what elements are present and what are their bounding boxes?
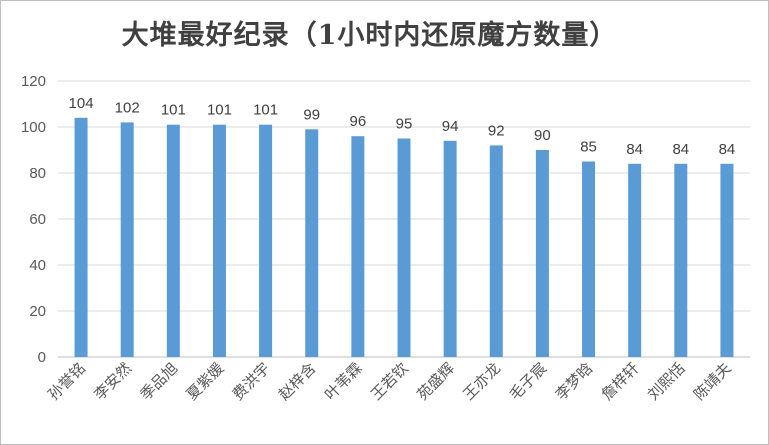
- data-label: 85: [580, 139, 597, 156]
- x-tick-label: 李安然: [90, 359, 135, 404]
- x-tick-label: 李梦晗: [552, 359, 597, 404]
- data-label: 104: [69, 95, 94, 112]
- y-tick-label: 40: [29, 257, 46, 274]
- bar: [674, 163, 688, 357]
- x-tick-label: 王若钦: [367, 359, 412, 404]
- x-tick-label: 夏紫媛: [183, 359, 228, 404]
- bar: [582, 161, 596, 357]
- bar: [120, 122, 134, 358]
- x-tick-label: 毛子宸: [506, 359, 551, 404]
- x-tick-label: 孙誉铭: [44, 359, 89, 404]
- data-label: 101: [207, 102, 232, 119]
- bar: [305, 129, 319, 357]
- bar: [628, 163, 642, 357]
- x-tick-label: 苑盛辉: [413, 359, 458, 404]
- data-label: 101: [161, 102, 186, 119]
- bar: [259, 124, 273, 357]
- y-tick-label: 120: [21, 73, 46, 90]
- data-label: 90: [534, 127, 551, 144]
- bar: [74, 117, 88, 357]
- data-label: 84: [719, 141, 736, 158]
- x-tick-label: 王亦龙: [460, 359, 505, 404]
- y-tick-label: 60: [29, 211, 46, 228]
- y-tick-label: 20: [29, 303, 46, 320]
- bar: [489, 145, 503, 357]
- y-tick-label: 100: [21, 119, 46, 136]
- bars: [74, 117, 734, 358]
- data-label: 101: [253, 102, 278, 119]
- x-tick-label: 刘熙恬: [644, 359, 689, 404]
- bar: [720, 163, 734, 357]
- bar: [535, 150, 549, 357]
- bar: [166, 124, 180, 357]
- x-tick-label: 季品旭: [137, 359, 182, 404]
- x-tick-label: 赵梓含: [275, 359, 320, 404]
- data-label: 102: [115, 99, 140, 116]
- x-tick-label: 叶苇霖: [321, 359, 366, 404]
- x-tick-label: 陈靖夫: [690, 359, 735, 404]
- bar: [212, 124, 226, 357]
- chart-title: 大堆最好纪录（1小时内还原魔方数量）: [121, 20, 618, 51]
- bar: [443, 140, 457, 357]
- bar: [351, 136, 365, 357]
- data-label: 92: [488, 122, 505, 139]
- data-label: 94: [442, 118, 459, 135]
- data-label: 84: [626, 141, 643, 158]
- data-label: 84: [672, 141, 689, 158]
- data-label: 96: [350, 113, 367, 130]
- y-tick-label: 80: [29, 165, 46, 182]
- data-label: 99: [303, 106, 320, 123]
- x-tick-label: 詹梓轩: [598, 359, 643, 404]
- y-tick-label: 0: [38, 349, 46, 366]
- data-labels: 104 102 101 101 101 99 96 95 94 92 90 85 84 84 84: [69, 95, 736, 158]
- bar: [397, 138, 411, 357]
- x-tick-label: 费洪宇: [229, 359, 274, 404]
- data-label: 95: [396, 116, 413, 133]
